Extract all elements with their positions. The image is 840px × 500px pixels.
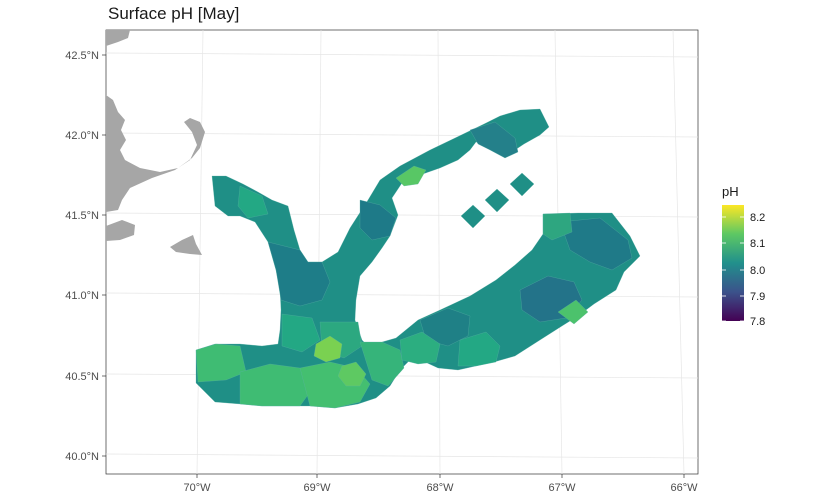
legend-title: pH xyxy=(722,184,739,199)
panel-border xyxy=(105,29,699,475)
ph-cell-dark xyxy=(559,217,633,271)
land-north xyxy=(106,30,130,46)
ph-cell-mid xyxy=(457,331,501,367)
legend: pH 8.2 8.1 8.0 7.9 7.8 xyxy=(722,184,765,328)
x-tick-label: 68°W xyxy=(426,482,454,494)
y-axis-labels: 42.5°N 42.0°N 41.5°N 41.0°N 40.5°N 40.0°… xyxy=(65,50,99,463)
y-tick-label: 40.0°N xyxy=(65,451,99,463)
y-tick-label: 41.5°N xyxy=(65,210,99,222)
ph-region xyxy=(195,108,641,409)
x-tick-label: 66°W xyxy=(670,482,698,494)
legend-colorbar xyxy=(722,205,744,321)
x-tick-label: 69°W xyxy=(303,482,331,494)
ph-diamond xyxy=(484,188,510,213)
y-tick-label: 40.5°N xyxy=(65,371,99,383)
legend-tick-label: 7.8 xyxy=(750,316,765,328)
ph-cell-mid xyxy=(237,185,269,219)
legend-tick-label: 8.0 xyxy=(750,265,765,277)
ph-cell-highest xyxy=(395,165,427,187)
land-masses xyxy=(106,30,205,255)
ph-cell-mid xyxy=(281,313,321,353)
ph-cell-highest xyxy=(313,335,343,363)
y-tick-label: 42.5°N xyxy=(65,50,99,62)
ph-cell-high xyxy=(239,363,311,407)
ph-diamond xyxy=(509,172,535,197)
ph-cell-dark xyxy=(267,241,331,307)
land-marthas-vineyard xyxy=(106,220,135,241)
legend-tick-label: 8.1 xyxy=(750,238,765,250)
map-title: Surface pH [May] xyxy=(108,4,240,23)
y-tick-label: 42.0°N xyxy=(65,130,99,142)
ph-diamond xyxy=(460,204,486,229)
ph-cell-highest xyxy=(557,299,589,325)
ph-cell-mid xyxy=(542,212,573,241)
ph-cell-highest xyxy=(337,361,367,387)
legend-tick-label: 7.9 xyxy=(750,291,765,303)
ph-cell-mid xyxy=(399,331,441,365)
land-cape-cod xyxy=(106,95,205,212)
x-tick-label: 67°W xyxy=(548,482,576,494)
axis-tick-marks xyxy=(102,54,685,478)
ph-cell-dark xyxy=(359,199,397,241)
x-axis-labels: 70°W 69°W 68°W 67°W 66°W xyxy=(183,482,698,494)
y-tick-label: 41.0°N xyxy=(65,290,99,302)
ph-cell-high xyxy=(359,341,405,387)
legend-ticks xyxy=(722,216,744,322)
ph-cell-dark xyxy=(469,121,519,159)
x-tick-label: 70°W xyxy=(183,482,211,494)
legend-tick-label: 8.2 xyxy=(750,212,765,224)
land-nantucket xyxy=(170,235,202,255)
